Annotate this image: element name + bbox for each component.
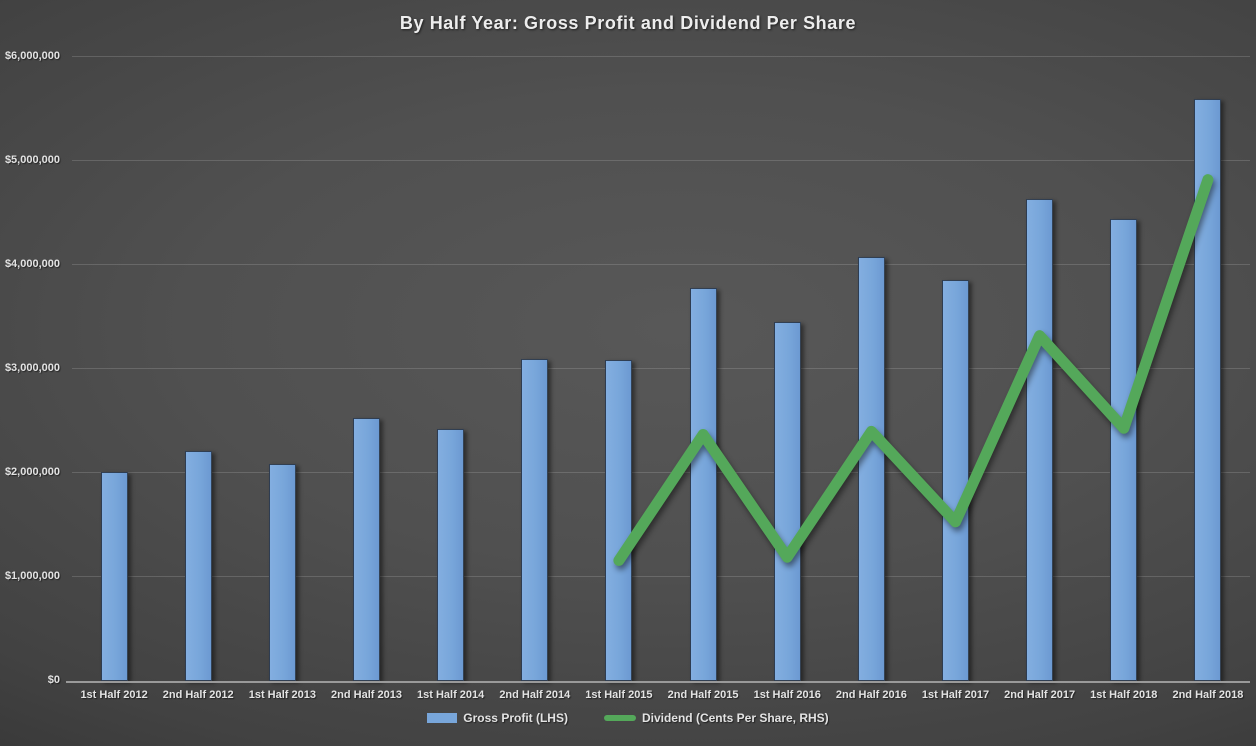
legend-item-gross-profit: Gross Profit (LHS) xyxy=(427,711,568,725)
y-axis-tick-label: $2,000,000 xyxy=(4,466,60,478)
x-axis-label: 1st Half 2017 xyxy=(921,689,990,701)
gridline xyxy=(72,160,1250,161)
x-axis-label: 2nd Half 2017 xyxy=(1004,689,1076,701)
bar xyxy=(1026,199,1054,681)
y-axis-tick-label: $1,000,000 xyxy=(4,570,60,582)
legend-item-label: Gross Profit (LHS) xyxy=(463,711,568,725)
bar xyxy=(857,256,885,681)
bar xyxy=(1110,219,1138,681)
y-axis-tick-label: $6,000,000 xyxy=(4,50,60,62)
x-axis-label: 2nd Half 2013 xyxy=(331,689,402,701)
bar xyxy=(437,429,465,681)
legend-line-swatch xyxy=(603,715,636,721)
legend: Gross Profit (LHS) Dividend (Cents Per Sh… xyxy=(0,711,1256,725)
gridline xyxy=(72,368,1250,369)
bar xyxy=(773,322,801,681)
x-axis-label: 2nd Half 2016 xyxy=(835,689,907,701)
bar xyxy=(942,279,969,681)
gridline xyxy=(72,576,1250,577)
x-axis-label: 1st Half 2016 xyxy=(753,689,821,701)
x-axis-label: 2nd Half 2014 xyxy=(499,689,571,701)
x-axis-label: 1st Half 2012 xyxy=(80,689,148,701)
x-axis-label: 1st Half 2013 xyxy=(248,689,316,701)
bar xyxy=(100,471,128,681)
dividend-line-path xyxy=(613,174,1214,566)
legend-item-label: Dividend (Cents Per Share, RHS) xyxy=(641,711,829,725)
x-axis-label: 1st Half 2015 xyxy=(585,689,653,701)
x-axis-label: 1st Half 2018 xyxy=(1090,689,1158,701)
bar xyxy=(353,417,380,681)
x-axis-label: 1st Half 2014 xyxy=(417,689,485,701)
bar xyxy=(605,359,633,681)
legend-item-dividend: Dividend (Cents Per Share, RHS) xyxy=(603,711,829,725)
y-axis-tick-label: $5,000,000 xyxy=(4,154,60,166)
gridline xyxy=(72,264,1250,265)
y-axis-tick-label: $0 xyxy=(47,674,60,686)
plot-area xyxy=(72,56,1250,681)
gridline xyxy=(72,56,1250,57)
bar xyxy=(268,463,296,681)
y-axis-tick-label: $3,000,000 xyxy=(4,362,60,374)
gridline xyxy=(72,472,1250,473)
y-axis-tick-label: $4,000,000 xyxy=(4,258,60,270)
legend-bar-swatch xyxy=(427,713,458,723)
x-axis-line xyxy=(66,681,1250,683)
bar xyxy=(521,358,549,681)
dividend-line xyxy=(613,174,1214,566)
chart-title: By Half Year: Gross Profit and Dividend … xyxy=(399,13,857,33)
bar xyxy=(689,287,717,681)
x-axis-label: 2nd Half 2015 xyxy=(667,689,739,701)
x-axis-label: 2nd Half 2012 xyxy=(162,689,234,701)
x-axis-label: 2nd Half 2018 xyxy=(1172,689,1244,701)
bar xyxy=(184,451,212,681)
